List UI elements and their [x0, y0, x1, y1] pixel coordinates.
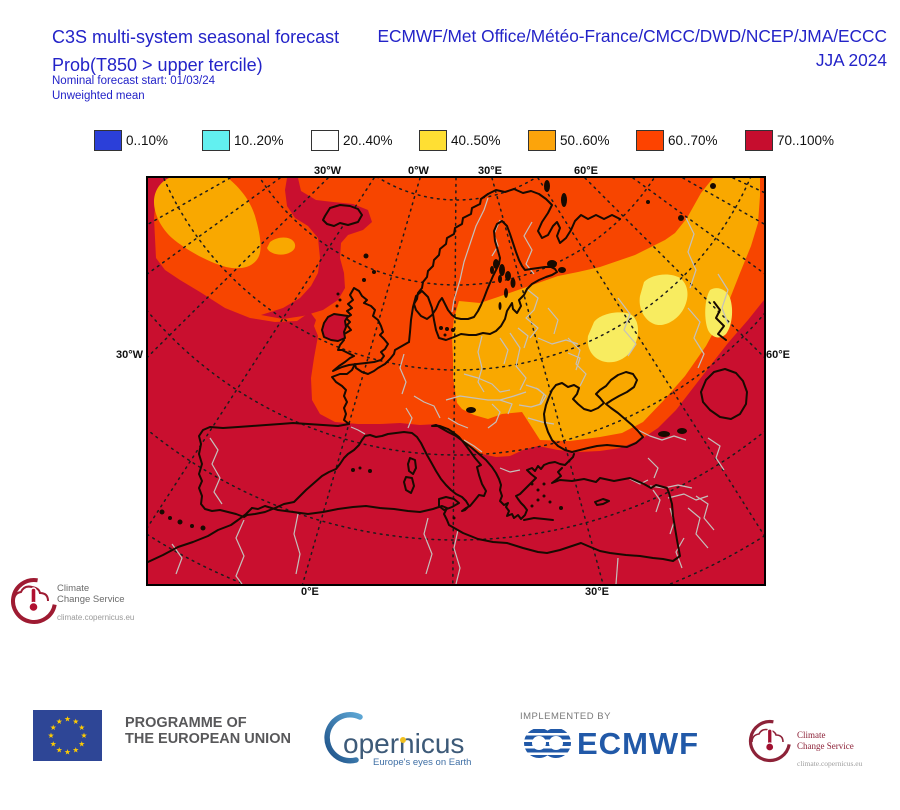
svg-text:ECMWF: ECMWF — [577, 726, 699, 761]
svg-text:★: ★ — [72, 717, 79, 726]
svg-text:★: ★ — [56, 717, 63, 726]
svg-text:Climate: Climate — [797, 730, 826, 740]
svg-text:climate.copernicus.eu: climate.copernicus.eu — [57, 613, 134, 622]
svg-text:★: ★ — [78, 739, 85, 748]
svg-text:★: ★ — [72, 745, 79, 754]
svg-text:★: ★ — [64, 715, 71, 724]
svg-text:★: ★ — [50, 723, 57, 732]
svg-text:★: ★ — [56, 745, 63, 754]
svg-text:★: ★ — [64, 748, 71, 757]
svg-text:Change Service: Change Service — [797, 741, 854, 751]
svg-text:opernicus: opernicus — [343, 728, 464, 759]
svg-text:★: ★ — [78, 723, 85, 732]
svg-text:Climate: Climate — [57, 583, 89, 594]
svg-text:Europe's eyes on Earth: Europe's eyes on Earth — [373, 757, 471, 768]
svg-text:★: ★ — [50, 739, 57, 748]
svg-text:Change Service: Change Service — [57, 594, 125, 605]
svg-text:★: ★ — [81, 731, 88, 740]
svg-text:★: ★ — [48, 731, 55, 740]
svg-text:climate.copernicus.eu: climate.copernicus.eu — [797, 759, 863, 768]
